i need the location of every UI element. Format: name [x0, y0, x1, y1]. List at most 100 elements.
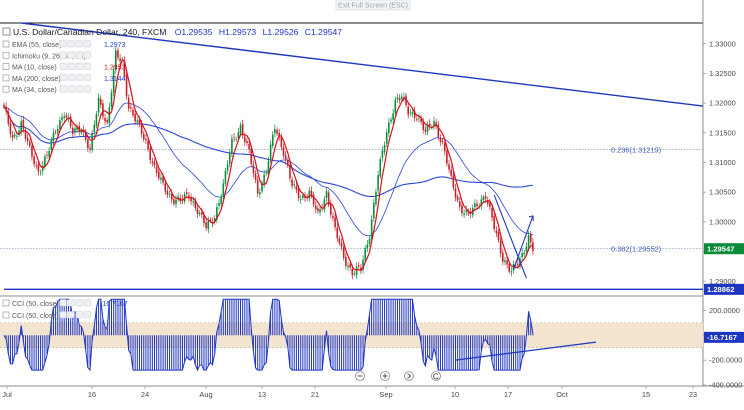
svg-text:-16.7167: -16.7167 [707, 333, 737, 342]
indicator-row[interactable]: MA (34, close) [2, 85, 91, 95]
indicator-action-icon[interactable] [83, 74, 91, 82]
support-price-tag: 1.28862 [704, 283, 744, 295]
fib-label: 0.236(1.31219) [611, 145, 661, 154]
indicator-checkbox[interactable] [2, 74, 10, 82]
candle [441, 137, 444, 145]
zoom-out-button[interactable] [355, 371, 365, 381]
indicator-action-icon[interactable] [83, 85, 91, 93]
chart-toolbar [355, 371, 441, 381]
candle [491, 203, 493, 222]
indicator-action-icon[interactable] [59, 62, 67, 70]
indicator-action-icon[interactable] [83, 62, 91, 70]
candle [102, 99, 104, 120]
candle [362, 255, 364, 274]
price-tick-label: 1.30000 [709, 217, 736, 226]
candle [508, 261, 511, 274]
candle [31, 141, 33, 161]
reset-chart-button[interactable] [431, 371, 441, 381]
candle [91, 129, 93, 153]
candle [11, 131, 14, 142]
indicator-action-icon[interactable] [83, 51, 91, 59]
cci-label: CCI (50, close) [12, 313, 59, 320]
candle [74, 124, 76, 136]
candle [330, 199, 332, 219]
collapse-icon[interactable] [2, 27, 11, 36]
candle [325, 186, 328, 202]
indicator-action-icon[interactable] [75, 74, 83, 82]
cci-legend-row-1[interactable]: CCI (50, close) -16.7167 [2, 299, 128, 309]
indicator-action-icon[interactable] [83, 40, 91, 48]
indicator-action-icon[interactable] [75, 311, 83, 319]
indicator-row[interactable]: Ichimoku (9, 26, 52, 26) [2, 51, 91, 61]
candle [418, 113, 420, 123]
price-tick-label: 1.29000 [709, 277, 736, 286]
indicator-action-icon[interactable] [59, 85, 67, 93]
indicator-row[interactable]: EMA (55, close) 1.2973 [2, 40, 126, 50]
candle [48, 147, 50, 160]
candle [52, 128, 55, 146]
indicator-action-icon[interactable] [83, 311, 91, 319]
indicator-action-icon[interactable] [75, 299, 83, 307]
indicator-action-icon[interactable] [75, 85, 83, 93]
candle [177, 192, 179, 202]
cci-label: CCI (50, close) [12, 301, 59, 308]
svg-text:1.28862: 1.28862 [707, 285, 734, 294]
candle [426, 121, 429, 136]
exit-fullscreen-button[interactable]: Exit Full Screen (ESC) [335, 0, 411, 11]
candle [409, 108, 412, 117]
indicator-action-icon[interactable] [59, 51, 67, 59]
indicator-action-icon[interactable] [67, 51, 75, 59]
candle [499, 236, 502, 258]
indicator-checkbox[interactable] [2, 85, 10, 93]
indicator-row[interactable]: MA (10, close) 1.2953 [2, 62, 126, 72]
indicator-checkbox[interactable] [2, 40, 10, 48]
indicator-action-icon[interactable] [75, 40, 83, 48]
indicator-action-icon[interactable] [67, 62, 75, 70]
indicator-action-icon[interactable] [75, 62, 83, 70]
indicator-action-icon[interactable] [67, 299, 75, 307]
cci-legend-row-2[interactable]: CCI (50, close) [2, 311, 91, 321]
zoom-in-button[interactable] [380, 371, 390, 381]
candle [18, 127, 20, 138]
candle [46, 150, 48, 159]
candle [155, 162, 158, 177]
indicator-action-icon[interactable] [67, 85, 75, 93]
indicator-row[interactable]: MA (200, close) 1.3144 [2, 74, 126, 83]
indicator-action-icon[interactable] [67, 311, 75, 319]
candle [127, 94, 130, 112]
candle [72, 123, 74, 138]
exit-fullscreen-label: Exit Full Screen (ESC) [338, 3, 408, 10]
svg-text:U.S. Dollar/Canadian Dollar, 2: U.S. Dollar/Canadian Dollar, 240, FXCM O… [13, 27, 342, 37]
candle [424, 125, 427, 135]
candle [235, 136, 237, 142]
scroll-right-button[interactable] [404, 371, 414, 381]
indicator-action-icon[interactable] [59, 40, 67, 48]
indicator-action-icon[interactable] [75, 51, 83, 59]
candle [510, 267, 513, 277]
candle [80, 128, 83, 136]
indicator-action-icon[interactable] [67, 40, 75, 48]
candle [506, 255, 508, 269]
last-price-tag: 1.29547 [704, 243, 744, 255]
indicator-checkbox[interactable] [2, 63, 10, 70]
candle [364, 245, 366, 263]
candle [241, 119, 244, 139]
candle [366, 240, 369, 253]
candle [310, 186, 313, 199]
candle [394, 96, 397, 116]
indicator-action-icon[interactable] [83, 299, 91, 307]
indicator-action-icon[interactable] [67, 74, 75, 82]
indicator-checkbox[interactable] [2, 299, 10, 307]
indicator-checkbox[interactable] [2, 51, 10, 59]
candle [396, 93, 399, 103]
candle [3, 102, 5, 110]
indicator-action-icon[interactable] [59, 74, 67, 82]
indicator-action-icon[interactable] [59, 311, 67, 319]
candle [379, 156, 382, 179]
candle [349, 261, 351, 271]
indicator-action-icon[interactable] [59, 299, 67, 307]
candle [153, 158, 156, 169]
indicator-checkbox[interactable] [2, 311, 10, 319]
candle [173, 196, 175, 207]
